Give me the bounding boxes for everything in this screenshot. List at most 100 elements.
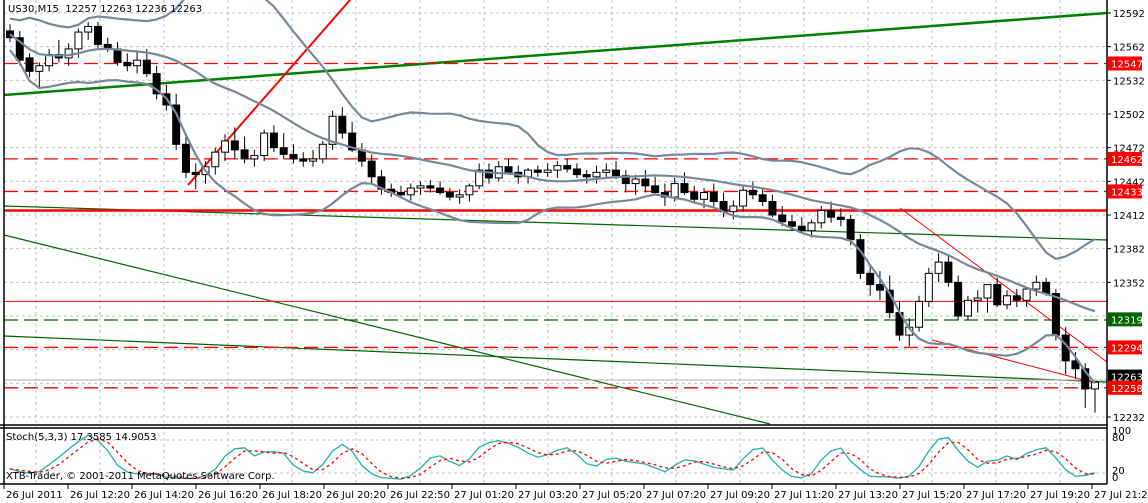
bearish-candle (113, 48, 122, 63)
red-downtrend-line (899, 207, 1108, 363)
bullish-candle (416, 185, 425, 189)
bullish-candle (475, 169, 484, 187)
bullish-candle (250, 155, 259, 160)
bearish-candle (240, 149, 249, 160)
stoch-axis-label: 80 (1112, 433, 1125, 444)
bullish-candle (729, 205, 738, 213)
bullish-candle (602, 169, 611, 173)
bearish-candle (563, 165, 572, 170)
bearish-candle (152, 73, 161, 95)
bearish-candle (572, 168, 581, 176)
price-level-tag (1108, 151, 1142, 166)
bullish-candle (934, 261, 943, 274)
bearish-candle (866, 272, 875, 286)
price-tick-label: 12412 (1113, 211, 1145, 222)
price-tick-label: 12592 (1113, 9, 1145, 20)
chart-title: US30,M15 12257 12263 12236 12263 (8, 4, 202, 15)
bearish-candle (856, 239, 865, 274)
bullish-candle (915, 300, 924, 328)
bearish-candle (748, 189, 757, 196)
bullish-candle (983, 284, 992, 299)
bearish-candle (269, 132, 278, 149)
price-tick-label: 12502 (1113, 110, 1145, 121)
bearish-candle (93, 25, 102, 45)
bearish-candle (1042, 281, 1051, 295)
bearish-candle (641, 178, 650, 187)
bearish-candle (709, 192, 718, 203)
time-tick-label: 27 Jul 19:20 (1030, 490, 1090, 501)
price-level-tag-text: 12433 (1111, 187, 1143, 198)
ohlc-values: 12257 12263 12236 12263 (65, 4, 203, 15)
trendline-green (3, 234, 771, 425)
bearish-candle (15, 37, 24, 61)
bullish-candle (1022, 288, 1031, 301)
stoch-axis-label: 0 (1112, 473, 1118, 484)
time-tick-label: 27 Jul 09:20 (710, 490, 770, 501)
bullish-candle (406, 187, 415, 196)
bullish-candle (963, 299, 972, 317)
bearish-candle (1081, 368, 1090, 390)
bearish-candle (230, 140, 239, 151)
stoch-axis-label: 20 (1112, 466, 1125, 477)
bearish-candle (612, 169, 621, 177)
time-tick-label: 26 Jul 16:20 (198, 490, 258, 501)
price-tick-label: 12352 (1113, 278, 1145, 289)
time-tick-label: 27 Jul 13:20 (838, 490, 898, 501)
bearish-candle (396, 192, 405, 196)
bullish-candle (739, 189, 748, 207)
bullish-candle (670, 183, 679, 198)
bollinger-upper (9, 0, 1096, 261)
price-level-tag (1108, 369, 1142, 384)
bullish-candle (455, 194, 464, 198)
trendline-green (3, 335, 1108, 383)
bullish-candle (74, 31, 83, 50)
bearish-candle (846, 218, 855, 241)
bullish-candle (318, 143, 327, 160)
bearish-candle (25, 57, 34, 72)
bearish-candle (181, 143, 190, 173)
price-level-tag-text: 12258 (1111, 384, 1143, 395)
bullish-candle (924, 272, 933, 302)
bullish-candle (543, 169, 552, 173)
stoch-signal-line (9, 438, 1096, 479)
time-tick-label: 26 Jul 12:20 (70, 490, 130, 501)
bullish-candle (1032, 281, 1041, 290)
time-tick-label: 26 Jul 2011 (6, 490, 63, 501)
bearish-candle (758, 194, 767, 203)
time-tick-label: 27 Jul 17:20 (966, 490, 1026, 501)
bullish-candle (328, 115, 337, 145)
bearish-candle (504, 166, 513, 173)
price-tick-label: 12562 (1113, 43, 1145, 54)
bearish-candle (289, 153, 298, 160)
bullish-candle (465, 185, 474, 196)
time-tick-label: 27 Jul 03:20 (518, 490, 578, 501)
bearish-candle (1051, 293, 1060, 336)
bearish-candle (172, 104, 181, 145)
bearish-candle (836, 216, 845, 220)
bearish-candle (827, 210, 836, 218)
bearish-candle (797, 225, 806, 232)
stoch-main-line (9, 434, 1096, 480)
copyright-text: XTB-Trader, © 2001-2011 MetaQuotes Softw… (6, 471, 275, 482)
price-level-tag-text: 12294 (1111, 343, 1143, 354)
bearish-candle (651, 185, 660, 194)
stoch-axis-label: 100 (1112, 426, 1131, 437)
bearish-candle (1012, 295, 1021, 301)
bearish-candle (944, 261, 953, 283)
bullish-candle (64, 48, 73, 59)
bullish-candle (309, 158, 318, 162)
time-tick-label: 26 Jul 18:20 (262, 490, 322, 501)
price-level-tag (1108, 184, 1142, 199)
bullish-candle (973, 297, 982, 301)
bullish-candle (35, 65, 44, 72)
time-tick-label: 27 Jul 15:20 (902, 490, 962, 501)
time-tick-label: 26 Jul 20:20 (326, 490, 386, 501)
price-level-tag (1108, 312, 1142, 327)
uptrend-channel-line (3, 11, 1108, 97)
bullish-candle (807, 222, 816, 232)
price-level-tag-text: 12319 (1111, 315, 1143, 326)
bearish-candle (191, 171, 200, 176)
stochastic-label: Stoch(5,3,3) 17.3585 14.9053 (6, 432, 157, 443)
